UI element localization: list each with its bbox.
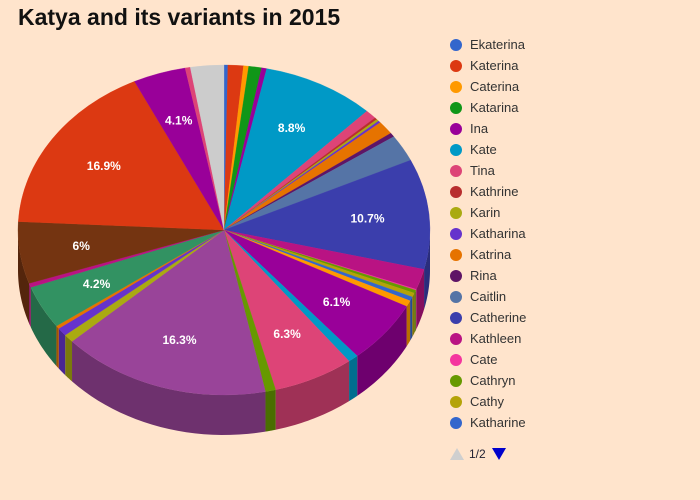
legend-item-label: Cathy bbox=[470, 394, 504, 409]
pie-data-label-13: 10.7% bbox=[350, 212, 384, 226]
pie-slice-31[interactable] bbox=[18, 81, 225, 231]
pie-slice-side-26 bbox=[58, 328, 66, 376]
legend-swatch-icon bbox=[450, 80, 462, 93]
pie-slice-side-28 bbox=[30, 287, 57, 366]
legend-item-label: Tina bbox=[470, 163, 495, 178]
legend-item-label: Cate bbox=[470, 352, 498, 367]
legend-item-label: Kate bbox=[470, 142, 497, 157]
legend-swatch-icon bbox=[450, 206, 462, 219]
pie-data-labels: 8.8% 10.7% 6.1% 6.3% 16.3% 4.2% 6% 16.9% 4.1% bbox=[73, 113, 385, 347]
legend: Ekaterina Katerina Caterina Katarina Ina Kate… bbox=[450, 34, 690, 433]
legend-item[interactable]: Ina bbox=[450, 118, 690, 139]
legend-item-label: Ina bbox=[470, 121, 489, 136]
legend-item[interactable]: Kathrine bbox=[450, 181, 690, 202]
legend-item[interactable]: Cathy bbox=[450, 391, 690, 412]
pie-slice-side-25 bbox=[65, 335, 73, 382]
legend-swatch-icon bbox=[450, 332, 462, 345]
legend-item-label: Katharine bbox=[470, 415, 526, 430]
legend-item-label: Rina bbox=[470, 268, 497, 283]
pie-slice-side-30 bbox=[18, 230, 30, 324]
pie-slice-side-17 bbox=[412, 293, 415, 337]
legend-item[interactable]: Katharina bbox=[450, 223, 690, 244]
pie-sides bbox=[18, 230, 430, 435]
legend-swatch-icon bbox=[450, 164, 462, 177]
legend-item[interactable]: Cate bbox=[450, 349, 690, 370]
legend-swatch-icon bbox=[450, 38, 462, 51]
legend-swatch-icon bbox=[450, 59, 462, 72]
legend-swatch-icon bbox=[450, 227, 462, 240]
legend-item-label: Katarina bbox=[470, 100, 519, 115]
pie-slices bbox=[17, 64, 431, 396]
legend-item-label: Caitlin bbox=[470, 289, 507, 304]
legend-item-label: Ekaterina bbox=[470, 37, 525, 52]
chart-title: Katya and its variants in 2015 bbox=[18, 4, 341, 30]
pie-data-label-20: 6.1% bbox=[323, 295, 351, 309]
legend-pager: 1/2 bbox=[450, 447, 506, 461]
pie-data-label-32: 4.1% bbox=[165, 113, 193, 127]
legend-item-label: Katrina bbox=[470, 247, 512, 262]
legend-swatch-icon bbox=[450, 374, 462, 387]
pie-data-label-31: 16.9% bbox=[87, 159, 121, 173]
legend-swatch-icon bbox=[450, 122, 462, 135]
legend-item-label: Catherine bbox=[470, 310, 527, 325]
legend-item[interactable]: Caterina bbox=[450, 76, 690, 97]
pie-slice-side-19 bbox=[406, 300, 411, 347]
pie-slice-side-21 bbox=[349, 355, 358, 402]
legend-item[interactable]: Karin bbox=[450, 202, 690, 223]
pie-slice-34[interactable] bbox=[190, 64, 225, 231]
legend-item[interactable]: Kate bbox=[450, 139, 690, 160]
pie-slice-side-14 bbox=[416, 269, 425, 330]
pie-slice-side-24 bbox=[72, 341, 266, 435]
legend-item-label: Karin bbox=[470, 205, 501, 220]
legend-item[interactable]: Caitlin bbox=[450, 286, 690, 307]
legend-item-label: Katerina bbox=[470, 58, 519, 73]
legend-item[interactable]: Katharine bbox=[450, 412, 690, 433]
pie-slice-side-27 bbox=[56, 325, 59, 369]
legend-page-indicator: 1/2 bbox=[469, 447, 486, 461]
legend-item[interactable]: Katarina bbox=[450, 97, 690, 118]
legend-item[interactable]: Cathryn bbox=[450, 370, 690, 391]
legend-swatch-icon bbox=[450, 416, 462, 429]
pie-slice-side-20 bbox=[357, 306, 407, 396]
legend-item-label: Cathryn bbox=[470, 373, 516, 388]
legend-item-label: Kathleen bbox=[470, 331, 522, 346]
legend-item[interactable]: Catherine bbox=[450, 307, 690, 328]
legend-item-label: Katharina bbox=[470, 226, 526, 241]
pie-slice-side-18 bbox=[410, 296, 413, 341]
legend-swatch-icon bbox=[450, 353, 462, 366]
pie-slice-13[interactable] bbox=[223, 159, 431, 270]
legend-item-label: Kathrine bbox=[470, 184, 519, 199]
pie-slice-5[interactable] bbox=[223, 68, 368, 231]
legend-swatch-icon bbox=[450, 185, 462, 198]
pie-slice-side-22 bbox=[275, 361, 350, 430]
pie-data-label-5: 8.8% bbox=[278, 121, 306, 135]
pie-data-label-24: 16.3% bbox=[162, 333, 196, 347]
legend-prev-page-arrow-icon bbox=[450, 448, 464, 460]
pie-slice-side-23 bbox=[265, 389, 276, 432]
pie-slice-side-16 bbox=[414, 290, 416, 334]
pie-data-label-28: 4.2% bbox=[83, 277, 111, 291]
legend-swatch-icon bbox=[450, 395, 462, 408]
legend-swatch-icon bbox=[450, 143, 462, 156]
legend-swatch-icon bbox=[450, 248, 462, 261]
legend-next-page-arrow-icon[interactable] bbox=[491, 448, 506, 460]
legend-item[interactable]: Rina bbox=[450, 265, 690, 286]
legend-item[interactable]: Ekaterina bbox=[450, 34, 690, 55]
pie-data-label-30: 6% bbox=[73, 239, 91, 253]
pie-data-label-22: 6.3% bbox=[273, 327, 301, 341]
legend-item[interactable]: Katrina bbox=[450, 244, 690, 265]
legend-swatch-icon bbox=[450, 269, 462, 282]
legend-swatch-icon bbox=[450, 290, 462, 303]
legend-swatch-icon bbox=[450, 101, 462, 114]
legend-item[interactable]: Tina bbox=[450, 160, 690, 181]
pie-slice-side-29 bbox=[29, 283, 31, 328]
legend-swatch-icon bbox=[450, 311, 462, 324]
legend-item-label: Caterina bbox=[470, 79, 520, 94]
legend-item[interactable]: Kathleen bbox=[450, 328, 690, 349]
pie-slice-24[interactable] bbox=[71, 229, 266, 396]
legend-item[interactable]: Katerina bbox=[450, 55, 690, 76]
